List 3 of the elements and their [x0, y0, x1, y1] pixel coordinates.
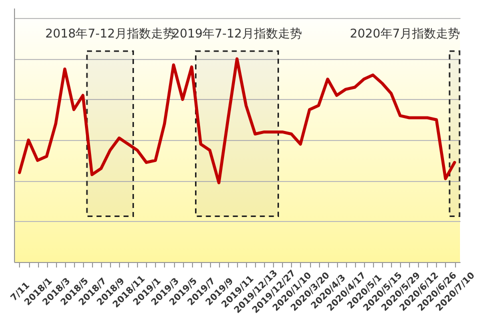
band-label: 2018年7-12月指数走势: [45, 26, 175, 40]
band-label: 2019年7-12月指数走势: [172, 26, 302, 40]
band-label: 2020年7月指数走势: [350, 26, 460, 40]
